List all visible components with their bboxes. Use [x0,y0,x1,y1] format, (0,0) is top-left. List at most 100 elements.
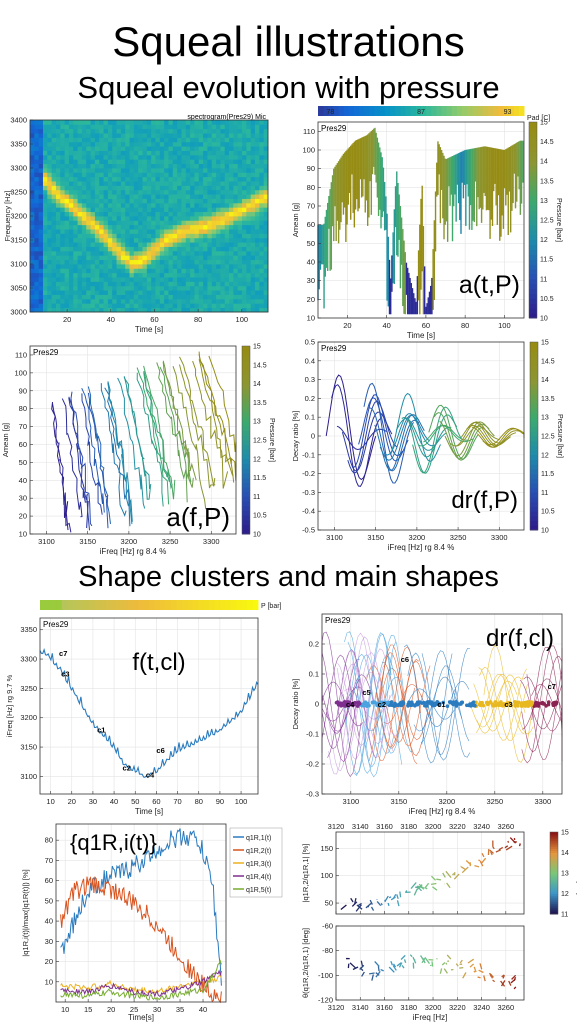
x-tick-label: 15 [84,1005,92,1014]
heatmap-cell [47,189,53,195]
heatmap-cell [103,285,109,291]
heatmap-cell [220,272,226,278]
colorbar-frame [528,121,538,319]
data-line [473,676,522,732]
heatmap-cell [151,259,156,265]
heatmap-cell [138,137,143,143]
heatmap-cell [211,272,217,278]
heatmap-cell [190,176,195,182]
heatmap-cell [129,176,135,182]
heatmap-cell [64,281,70,287]
heatmap-cell [133,194,139,199]
heatmap-cell [94,207,100,213]
heatmap-cell [107,290,113,295]
heatmap-cell [77,185,83,191]
heatmap-cell [164,154,169,160]
heatmap-cell [172,233,178,239]
heatmap-cell [81,133,87,138]
data-line [467,958,475,964]
top-colorbar-cell [482,106,489,116]
heatmap-cell [138,290,143,295]
heatmap-cell [181,264,187,269]
heatmap-cell [47,268,53,274]
heatmap-cell [198,281,204,287]
data-point [430,702,435,707]
colorbar-cell [530,483,538,489]
heatmap-cell [233,124,239,130]
heatmap-cell [34,202,40,208]
plot-frame [39,617,259,795]
data-line [442,872,446,878]
heatmap-cell [103,229,109,234]
heatmap-cell [185,120,191,125]
heatmap-cell [38,159,44,165]
heatmap-cell [30,255,35,261]
heatmap-cell [112,137,117,143]
heatmap-cell [233,307,239,313]
heatmap-cell [229,163,234,169]
heatmap-cell [250,146,256,151]
top-colorbar-cell [426,106,432,116]
heatmap-cell [99,207,104,213]
heatmap-cell [73,294,78,300]
heatmap-cell [155,141,161,147]
heatmap-cell [246,202,252,208]
heatmap-cell [99,290,104,295]
top-colorbar-label: Pad [C] [527,115,550,122]
heatmap-cell [181,298,187,304]
heatmap-cell [68,216,74,221]
colorbar-cell [530,389,538,395]
heatmap-cell [103,233,109,239]
heatmap-cell [246,133,252,138]
heatmap-cell [229,141,234,147]
heatmap-cell [185,298,191,304]
heatmap-cell [259,294,265,300]
heatmap-cell [60,163,66,169]
heatmap-cell [116,120,122,125]
heatmap-cell [103,307,109,313]
heatmap-cell [103,290,109,295]
heatmap-cell [263,229,269,234]
heatmap-cell [172,229,178,234]
heatmap-cell [250,277,256,282]
heatmap-cell [164,202,169,208]
heatmap-cell [116,163,122,169]
heatmap-cell [81,176,87,182]
heatmap-cell [203,290,208,295]
heatmap-cell [190,185,195,191]
heatmap-cell [198,137,204,143]
heatmap-cell [155,264,161,269]
heatmap-cell [30,233,35,239]
heatmap-cell [30,176,35,182]
data-line [420,665,470,743]
colorbar-tick-label: 15 [541,340,549,347]
heatmap-cell [112,224,117,230]
heatmap-cell [42,264,48,269]
colorbar-cell [529,239,537,245]
heatmap-cell [38,250,44,256]
heatmap-cell [246,172,252,178]
heatmap-cell [86,246,91,252]
heatmap-cell [250,216,256,221]
colorbar-frame [529,341,539,531]
data-point [437,703,442,707]
heatmap-cell [64,194,70,199]
heatmap-cell [90,242,96,247]
heatmap-cell [73,268,78,274]
heatmap-cell [146,268,152,274]
heatmap-cell [81,264,87,269]
heatmap-cell [242,181,247,186]
heatmap-cell [220,207,226,213]
heatmap-cell [64,124,70,130]
heatmap-cell [116,137,122,143]
top-colorbar-tick: 93 [504,109,512,116]
heatmap-cell [125,202,130,208]
chart-annotation: {q1R,i(t)} [70,830,157,855]
heatmap-cell [133,272,139,278]
heatmap-cell [263,137,269,143]
data-point [530,700,534,705]
heatmap-cell [155,303,161,309]
heatmap-cell [129,202,135,208]
heatmap-cell [246,207,252,213]
heatmap-cell [99,159,104,165]
